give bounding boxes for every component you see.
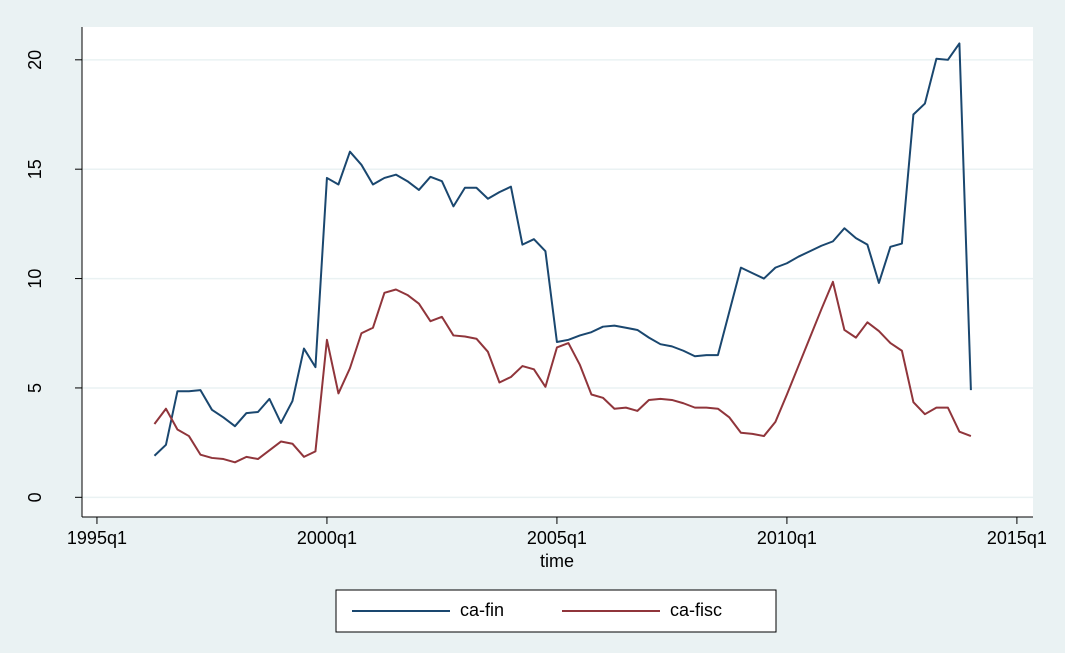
line-series <box>153 42 972 457</box>
legend-label: ca-fisc <box>670 600 722 620</box>
x-tick-label: 2005q1 <box>527 528 587 548</box>
x-tick-label: 2000q1 <box>297 528 357 548</box>
y-tick-label: 5 <box>25 383 45 393</box>
y-tick-label: 20 <box>25 50 45 70</box>
y-tick-label: 0 <box>25 492 45 502</box>
x-tick-label: 2015q1 <box>987 528 1047 548</box>
plot-area <box>82 27 1033 517</box>
y-tick-label: 15 <box>25 159 45 179</box>
x-tick-label: 2010q1 <box>757 528 817 548</box>
y-tick-label: 10 <box>25 269 45 289</box>
x-axis-label: time <box>540 551 574 571</box>
x-tick-label: 1995q1 <box>67 528 127 548</box>
line-series <box>153 280 972 464</box>
legend-label: ca-fin <box>460 600 504 620</box>
